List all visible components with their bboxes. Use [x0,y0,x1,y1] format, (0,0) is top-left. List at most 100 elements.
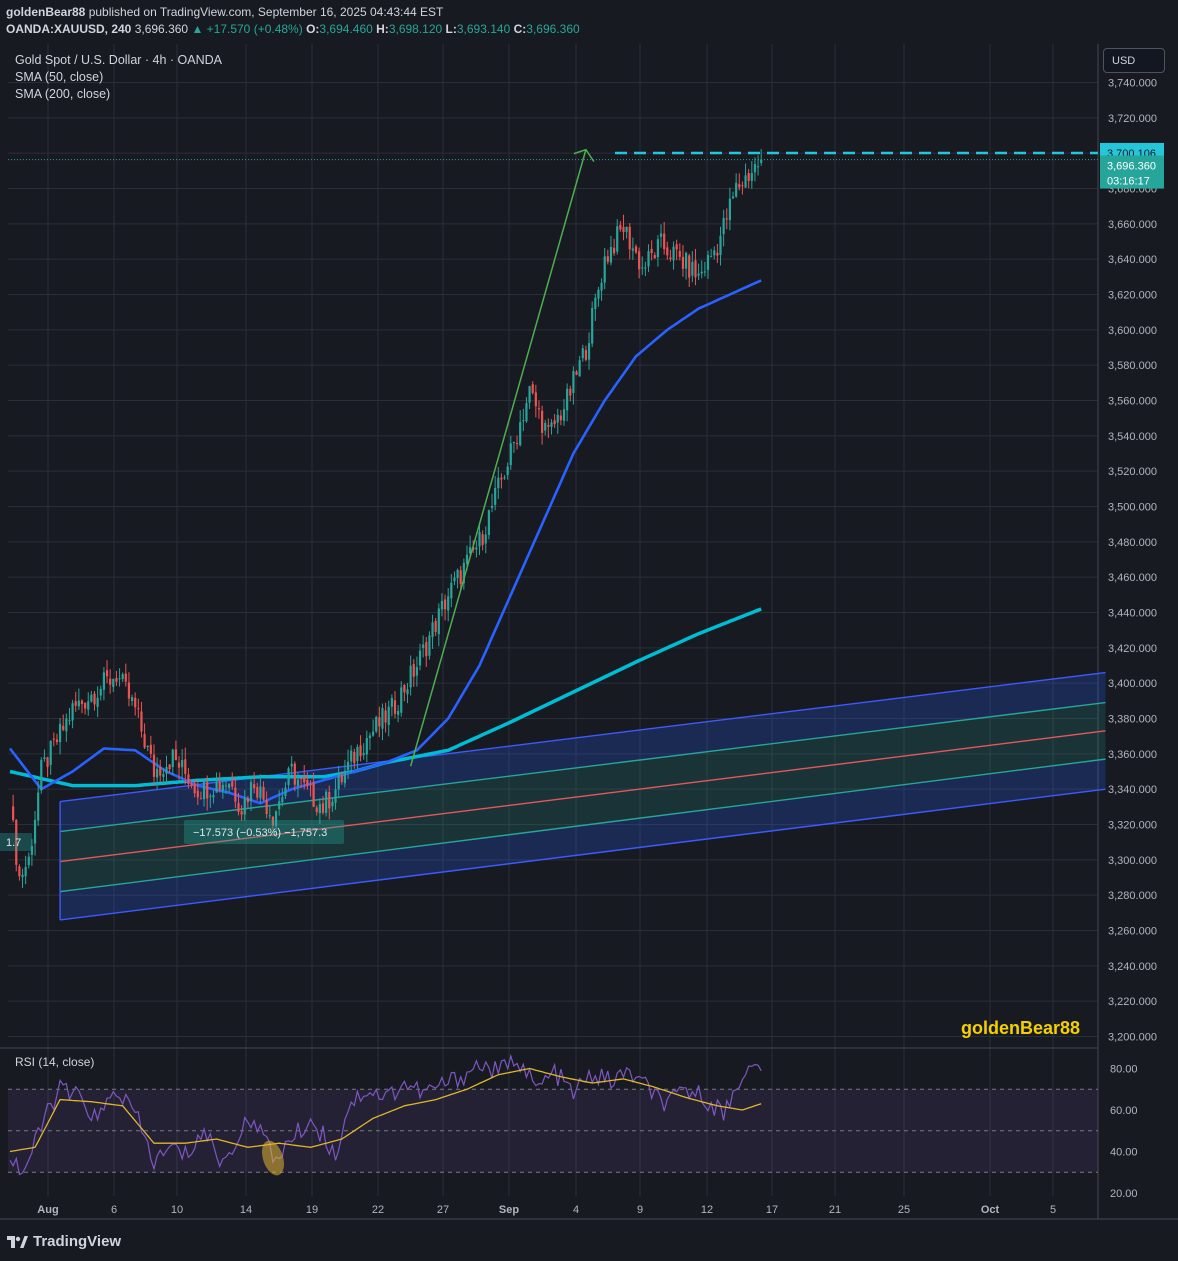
candle-body [431,622,434,638]
candle [440,593,444,617]
candle-body [406,689,409,695]
candle [356,744,359,769]
candle-body [134,697,137,708]
candle-body [644,267,647,269]
candle-body [365,737,368,755]
time-tick-label: Sep [499,1204,519,1216]
candle [190,780,193,789]
candle [663,221,666,255]
candle-body [350,750,353,762]
candle-body [443,599,447,610]
candle-body [735,182,738,197]
candle-body [547,425,550,427]
tradingview-logo[interactable]: TradingView [6,1233,121,1250]
candle [581,344,584,362]
candle-body [522,420,525,422]
candle-body [237,802,240,812]
open-label: O: [306,22,320,36]
candle [209,793,212,808]
symbol-name[interactable]: OANDA:XAUUSD, 240 [6,22,132,36]
candle-body [249,782,253,801]
channel-mid-line [59,730,1106,863]
published-text: published on TradingView.com, September … [88,5,444,19]
candle [625,226,628,239]
candle-body [109,678,112,685]
candle [443,594,447,621]
high-value: 3,698.120 [388,22,443,36]
candle-body [228,783,231,788]
candle [537,400,541,419]
candle [315,805,318,816]
candle-body [400,687,403,713]
candle-body [62,725,65,730]
currency-button[interactable]: USD [1103,48,1165,73]
candle [43,749,46,762]
candle [547,418,550,438]
candle-body [58,723,62,743]
legend-sma200[interactable]: SMA (200, close) [15,87,111,101]
close-value: 3,696.360 [526,22,580,36]
candle-body [381,708,384,729]
candle [221,778,224,799]
candle-body [684,252,688,269]
candle [550,419,553,435]
candle [622,214,625,241]
candle [393,691,397,719]
candle-body [65,718,68,732]
candle-body [634,246,638,253]
candle [337,766,340,799]
last-price: 3,696.360 [134,22,189,36]
candle-body [137,708,140,710]
candle [274,810,278,838]
candle-body [346,761,350,771]
candle-body [393,700,397,714]
candle [735,173,738,198]
price-tick-label: 3,460.000 [1108,572,1157,584]
candle [331,797,334,812]
price-tick-label: 3,400.000 [1108,678,1157,690]
time-tick-label: Oct [981,1204,1000,1216]
candle [12,794,15,823]
candle-body [663,233,666,250]
candle [187,767,190,789]
candle [497,467,500,500]
candle-body [741,185,744,187]
legend-rsi[interactable]: RSI (14, close) [15,1055,95,1069]
time-tick-label: 6 [111,1204,117,1216]
candle [525,397,528,423]
candle-body [15,820,18,865]
candle-body [556,414,559,423]
candle [619,221,622,232]
candle-body [165,766,168,774]
candle-body [569,388,572,396]
candle [30,838,34,866]
candle [58,718,62,755]
candle-body [40,759,43,791]
last-price-tag-label: 3,696.360 [1107,161,1156,173]
legend-sma50[interactable]: SMA (50, close) [15,70,104,84]
candle-body [171,749,174,768]
candle-body [84,702,87,709]
candle [93,690,96,711]
candle-body [177,762,181,768]
candle [672,241,675,270]
candle [710,248,713,258]
time-tick-label: 25 [898,1204,910,1216]
candle-body [719,235,722,256]
candle [422,635,425,658]
candle [569,385,572,402]
candle [262,781,265,802]
candle-body [631,248,634,251]
candle [55,733,59,745]
candle-body [221,784,224,792]
candle-body [591,308,594,344]
time-tick-label: Aug [37,1204,58,1216]
candle [243,790,246,821]
candle [578,355,581,377]
candle [299,776,303,788]
candle-body [334,789,337,803]
candle [603,247,606,290]
left-cut-box [0,833,32,851]
candle [325,789,328,817]
